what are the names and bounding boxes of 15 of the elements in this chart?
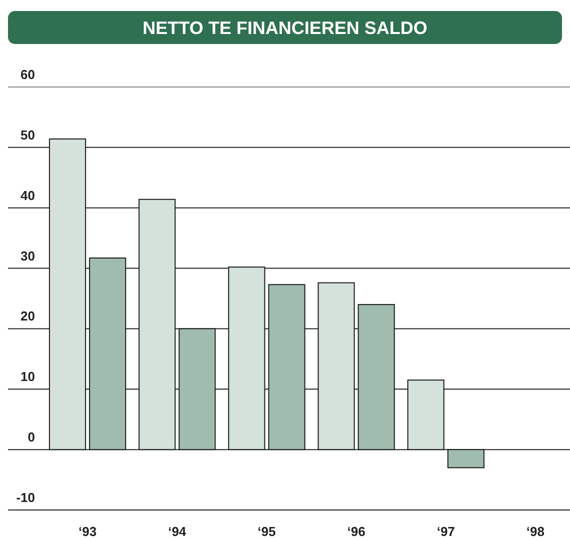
y-tick-label: 10 bbox=[20, 369, 35, 384]
x-tick-label: ‘97 bbox=[436, 524, 455, 538]
x-tick-label: ‘95 bbox=[258, 524, 276, 538]
x-tick-label: ‘96 bbox=[347, 524, 366, 538]
x-tick-label: ‘93 bbox=[78, 524, 97, 538]
y-tick-label: -10 bbox=[16, 490, 35, 505]
y-tick-label: 0 bbox=[28, 430, 35, 445]
y-tick-label: 50 bbox=[20, 127, 35, 142]
y-tick-label: 20 bbox=[20, 308, 35, 324]
y-tick-label: 30 bbox=[20, 248, 35, 264]
x-tick-label: ‘94 bbox=[168, 524, 187, 538]
y-tick-label: 60 bbox=[20, 67, 35, 82]
chart-title: NETTO TE FINANCIEREN SALDO bbox=[142, 18, 428, 38]
y-tick-label: 40 bbox=[20, 188, 35, 203]
x-tick-label: ‘98 bbox=[526, 524, 544, 538]
